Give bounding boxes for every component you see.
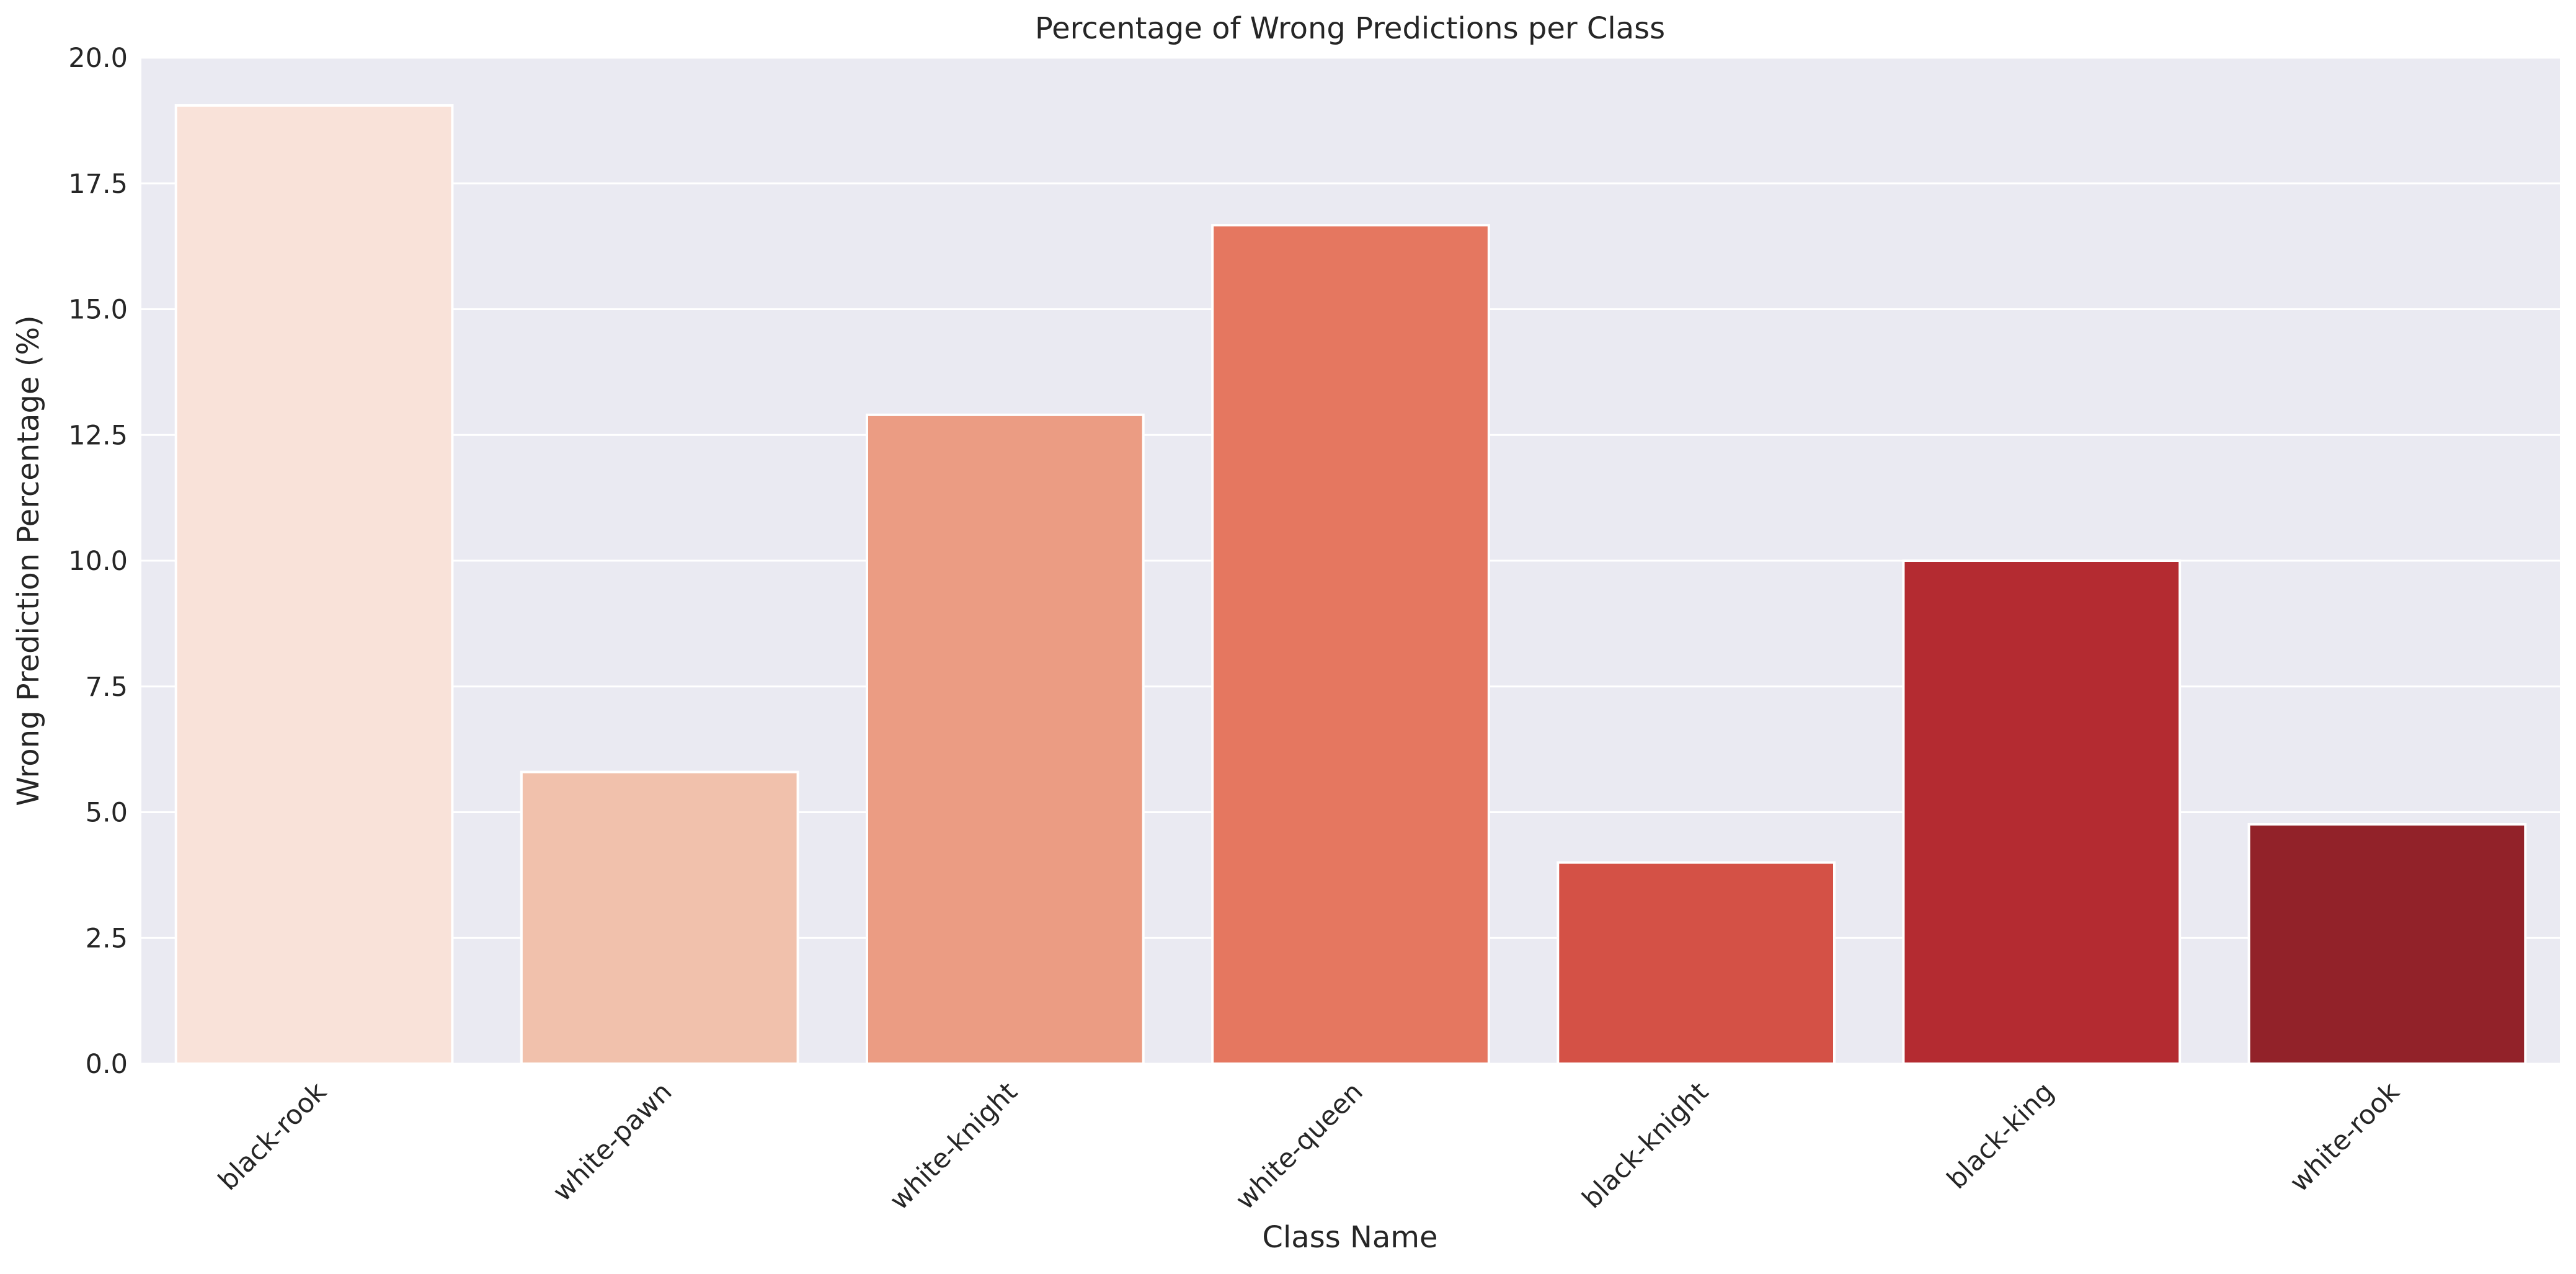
y-tick-label: 2.5 [86, 923, 128, 954]
y-tick-label: 0.0 [86, 1049, 128, 1080]
x-tick-label: white-pawn [547, 1076, 678, 1208]
bar-white-knight [866, 413, 1145, 1065]
y-tick-label: 10.0 [68, 546, 128, 577]
bar-white-queen [1211, 224, 1490, 1065]
bar-white-pawn [520, 770, 799, 1065]
x-axis-label: Class Name [1262, 1220, 1437, 1255]
y-tick-label: 7.5 [86, 672, 128, 703]
x-tick-label: black-king [1941, 1076, 2060, 1195]
bar-white-rook [2247, 822, 2527, 1065]
x-tick-label: white-knight [884, 1076, 1023, 1216]
bar-black-rook [174, 104, 454, 1065]
y-axis-label: Wrong Prediction Percentage (%) [11, 315, 46, 806]
chart-title: Percentage of Wrong Predictions per Clas… [1035, 11, 1665, 46]
x-tick-labels: black-rook white-pawn white-knight white-qu… [213, 1076, 2406, 1216]
x-tick-label: black-knight [1576, 1076, 1715, 1214]
bars [174, 104, 2527, 1065]
x-tick-label: white-rook [2284, 1076, 2405, 1198]
y-tick-label: 5.0 [86, 798, 128, 829]
y-tick-label: 12.5 [68, 420, 128, 451]
bar-black-knight [1557, 861, 1836, 1065]
y-tick-label: 17.5 [68, 169, 128, 200]
x-tick-label: black-rook [213, 1076, 333, 1196]
y-tick-label: 15.0 [68, 295, 128, 326]
y-tick-label: 20.0 [68, 43, 128, 74]
y-tick-labels: 0.0 2.5 5.0 7.5 10.0 12.5 15.0 17.5 20.0 [68, 43, 128, 1080]
x-tick-label: white-queen [1230, 1076, 1369, 1216]
bar-black-king [1902, 559, 2182, 1065]
